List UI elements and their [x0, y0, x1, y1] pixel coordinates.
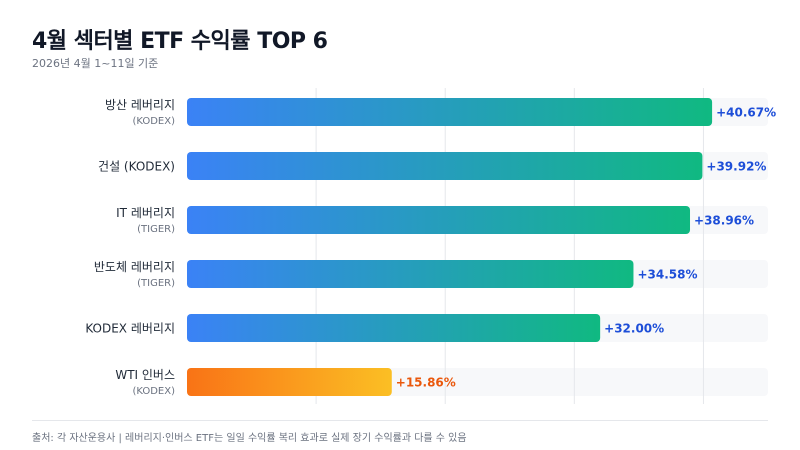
- category-label: 건설 (KODEX): [98, 160, 175, 174]
- category-label: KODEX 레버리지: [85, 322, 175, 336]
- value-label: +38.96%: [694, 214, 754, 228]
- chart-subtitle: 2026년 4월 1~11일 기준: [32, 57, 159, 70]
- bar: [187, 260, 634, 288]
- category-label: 방산 레버리지: [105, 98, 175, 112]
- source-note: 출처: 각 자산운용사 | 레버리지·인버스 ETF는 일일 수익률 복리 효과…: [32, 433, 467, 444]
- category-label: 반도체 레버리지: [94, 260, 175, 274]
- bar: [187, 98, 713, 126]
- category-sublabel: (KODEX): [132, 116, 175, 127]
- category-label: WTI 인버스: [115, 368, 175, 382]
- value-label: +34.58%: [637, 268, 697, 282]
- value-label: +39.92%: [706, 160, 766, 174]
- bar: [187, 206, 691, 234]
- value-label: +15.86%: [396, 376, 456, 390]
- category-sublabel: (TIGER): [137, 278, 175, 289]
- bar-chart: +40.67% 방산 레버리지 (KODEX) +39.92% 건설 (KODEX) +3…: [85, 88, 776, 404]
- value-label: +32.00%: [604, 322, 664, 336]
- value-label: +40.67%: [716, 106, 776, 120]
- category-label: IT 레버리지: [116, 206, 175, 220]
- footer-divider: [32, 420, 768, 421]
- category-sublabel: (KODEX): [132, 386, 175, 397]
- bar: [187, 314, 601, 342]
- category-sublabel: (TIGER): [137, 224, 175, 235]
- bar: [187, 152, 703, 180]
- chart-title: 4월 섹터별 ETF 수익률 TOP 6: [32, 29, 328, 54]
- bar: [187, 368, 392, 396]
